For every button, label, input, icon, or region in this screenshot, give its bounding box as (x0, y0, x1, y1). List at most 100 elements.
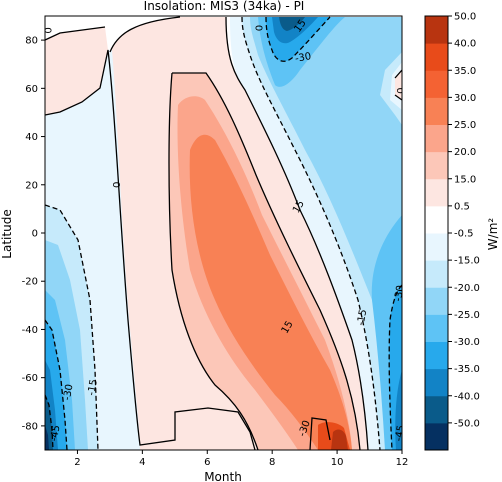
contour-label: 0 (394, 88, 405, 94)
x-axis-label: Month (204, 470, 242, 482)
chart-title: Insolation: MIS3 (34ka) - PI (144, 0, 305, 13)
contour-label: 0 (110, 182, 121, 188)
contour-label: -30 (294, 51, 312, 65)
colorbar-tick-label: 25.0 (454, 120, 476, 131)
contour-label-text: 0 (253, 25, 264, 31)
colorbar-band (425, 422, 448, 451)
colorbar-tick-label: -30.0 (454, 337, 480, 348)
contour-line-15 (172, 72, 361, 450)
colorbar-tick-label: -50.0 (454, 418, 480, 429)
colorbar-tick-label: -0.5 (454, 229, 474, 240)
negative-region-20 (250, 17, 402, 450)
contour-label-text: -30 (294, 51, 312, 65)
contour-label-text: -15 (86, 378, 100, 396)
colorbar-tick-label: -15.0 (454, 256, 480, 267)
contour-label: -15 (86, 378, 100, 396)
colorbar-tick-label: 0.5 (454, 201, 470, 212)
x-tick-label: 2 (74, 457, 80, 468)
contour-label-text: 0 (394, 88, 405, 94)
colorbar-band (425, 395, 448, 424)
colorbar-tick-label: 20.0 (454, 147, 476, 158)
y-tick-label: -60 (22, 373, 38, 384)
y-tick-label: 20 (25, 180, 38, 191)
contour-line-minus-30 (388, 284, 402, 450)
negative-region-40 (279, 17, 305, 31)
x-tick-label: 4 (139, 457, 145, 468)
colorbar: 50.0 40.0 35.0 30.0 25.0 20.0 15.0 0.5 -0.5 -15.0… (424, 12, 480, 451)
contour-label-text: 0 (110, 182, 121, 188)
y-axis-label: Latitude (0, 209, 14, 258)
contour-line-zero (45, 49, 256, 450)
positive-region-40 (331, 429, 348, 450)
contour-label: -30 (393, 284, 407, 302)
colorbar-tick-label: 30.0 (454, 93, 476, 104)
contour-label: 0 (42, 27, 53, 33)
colorbar-band (425, 97, 448, 125)
colorbar-tick-label: 15.0 (454, 174, 476, 185)
colorbar-tick-label: -20.0 (454, 283, 480, 294)
colorbar-label: W/m² (486, 218, 500, 251)
colorbar-band (425, 151, 448, 180)
positive-region-30 (189, 134, 352, 450)
y-tick-label: -40 (22, 325, 38, 336)
contour-label-text: -30 (393, 284, 407, 302)
colorbar-band (425, 314, 448, 342)
colorbar-band (425, 124, 448, 153)
colorbar-band (425, 341, 448, 370)
y-tick-label: 60 (25, 84, 38, 95)
colorbar-tick-label: -25.0 (454, 310, 480, 321)
contour-lines-negative (45, 16, 402, 450)
contour-label-text: 0 (42, 27, 53, 33)
contour-line-zero (45, 26, 106, 41)
colorbar-band (425, 70, 448, 98)
contour-line-15 (168, 72, 259, 450)
contour-label-text: -30 (62, 383, 76, 401)
contour-line-minus-15 (45, 204, 99, 450)
x-tick-label: 6 (204, 457, 210, 468)
contour-label: -15 (356, 309, 370, 327)
colorbar-tick-label: -35.0 (454, 364, 480, 375)
y-tick-label: 0 (32, 229, 38, 240)
colorbar-band (425, 178, 448, 207)
contour-label: -30 (62, 383, 76, 401)
colorbar-band (425, 43, 448, 71)
contour-label: -45 (49, 424, 63, 442)
contour-label-text: -15 (356, 309, 370, 327)
positive-region-15 (45, 27, 108, 115)
contour-label: -45 (394, 424, 408, 442)
contour-line-30 (309, 417, 331, 450)
contour-label-text: -45 (49, 424, 63, 442)
x-tick-label: 10 (331, 457, 344, 468)
colorbar-band (425, 260, 448, 288)
contour-line-zero (394, 69, 402, 101)
colorbar-tick-label: 40.0 (454, 39, 476, 50)
contour-line-zero (225, 16, 369, 450)
colorbar-band (425, 16, 448, 44)
contour-line-zero (109, 16, 181, 53)
contour-fill-positive (45, 17, 402, 450)
y-axis: 80 60 40 20 0 -20 -40 -60 -80 (22, 36, 45, 432)
contour-label-text: -45 (394, 424, 408, 442)
contour-label: -30 (297, 419, 313, 438)
colorbar-tick-label: 50.0 (454, 12, 476, 23)
y-tick-label: 40 (25, 132, 38, 143)
colorbar-tick-label: 35.0 (454, 66, 476, 77)
contour-lines (45, 16, 402, 450)
colorbar-band (425, 368, 448, 397)
y-tick-label: -20 (22, 277, 38, 288)
colorbar-band (425, 233, 448, 261)
colorbar-band (425, 205, 448, 234)
colorbar-tick-label: -40.0 (454, 391, 480, 402)
y-tick-label: 80 (25, 36, 38, 47)
contour-line-minus-30 (45, 319, 68, 450)
contour-line-minus-30 (265, 16, 331, 62)
colorbar-band (425, 287, 448, 315)
x-axis: 2 4 6 8 10 12 (74, 450, 408, 468)
negative-region-35 (395, 370, 402, 450)
positive-region-15 (395, 70, 402, 100)
negative-region-50 (45, 425, 49, 450)
x-tick-label: 8 (269, 457, 275, 468)
